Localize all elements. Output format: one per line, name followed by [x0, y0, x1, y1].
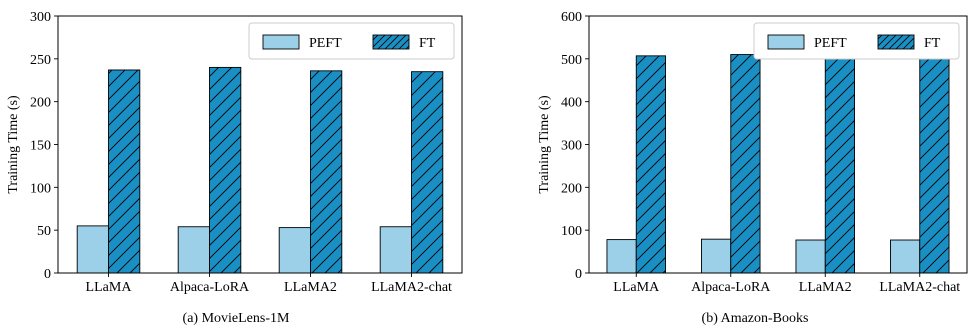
x-tick-label: LLaMA — [613, 280, 660, 295]
legend-box — [248, 22, 455, 60]
legend-box — [753, 22, 960, 60]
legend-label-peft: PEFT — [309, 36, 342, 51]
y-tick-label: 150 — [30, 139, 51, 154]
bar-peft-llama — [606, 239, 637, 274]
bar-ft-llama — [108, 69, 141, 274]
legend-swatch-ft — [877, 34, 915, 50]
x-tick-label: Alpaca-LoRA — [691, 280, 771, 295]
y-tick-label: 0 — [575, 267, 582, 282]
bar-peft-llama2 — [795, 239, 826, 274]
bar-ft-llama2 — [824, 55, 855, 274]
bar-peft-alpaca-lora — [701, 238, 732, 274]
bar-ft-llama2-chat — [919, 56, 950, 274]
y-tick-label: 200 — [561, 181, 582, 196]
bar-ft-alpaca-lora — [209, 66, 242, 274]
y-tick-label: 400 — [561, 96, 582, 111]
x-tick-label: LLaMA2 — [799, 280, 852, 295]
y-axis-label: Training Time (s) — [537, 95, 552, 194]
bar-ft-llama2-chat — [411, 71, 444, 274]
chart-amazon-books: LLaMA Alpaca-LoRA LLaMA2 LLaMA2-chat 0 100 200… — [537, 10, 968, 326]
y-tick-label: 300 — [561, 139, 582, 154]
y-tick-label: 100 — [30, 181, 51, 196]
x-tick-label: LLaMA2-chat — [879, 280, 960, 295]
y-tick-label: 100 — [561, 224, 582, 239]
y-tick-label: 500 — [561, 53, 582, 68]
legend-label-ft: FT — [924, 36, 941, 51]
chart-caption: (a) MovieLens-1M — [183, 311, 290, 326]
y-tick-label: 300 — [30, 10, 51, 25]
y-axis-label: Training Time (s) — [6, 95, 21, 194]
x-tick-label: LLaMA2 — [284, 280, 337, 295]
bar-peft-llama — [76, 225, 109, 274]
legend-swatch-peft — [262, 34, 300, 50]
bar-peft-llama2-chat — [379, 226, 412, 274]
x-tick-label: LLaMA — [86, 280, 133, 295]
y-tick-label: 50 — [37, 224, 51, 239]
chart-caption: (b) Amazon-Books — [702, 311, 809, 326]
bar-peft-llama2 — [278, 227, 311, 274]
x-tick-label: LLaMA2-chat — [371, 280, 452, 295]
bar-peft-alpaca-lora — [177, 226, 210, 274]
legend-swatch-ft — [372, 34, 410, 50]
bar-ft-alpaca-lora — [730, 54, 761, 274]
bar-peft-llama2-chat — [890, 239, 921, 274]
y-tick-label: 250 — [30, 53, 51, 68]
x-tick-label: Alpaca-LoRA — [170, 280, 250, 295]
chart-movielens: LLaMA Alpaca-LoRA LLaMA2 LLaMA2-chat 0 50 100 1… — [6, 10, 463, 326]
legend-label-ft: FT — [419, 36, 436, 51]
y-tick-label: 600 — [561, 10, 582, 25]
bar-ft-llama2 — [310, 70, 343, 274]
y-tick-label: 0 — [44, 267, 51, 282]
legend-label-peft: PEFT — [814, 36, 847, 51]
bar-ft-llama — [635, 55, 666, 274]
y-tick-label: 200 — [30, 96, 51, 111]
legend-swatch-peft — [767, 34, 805, 50]
